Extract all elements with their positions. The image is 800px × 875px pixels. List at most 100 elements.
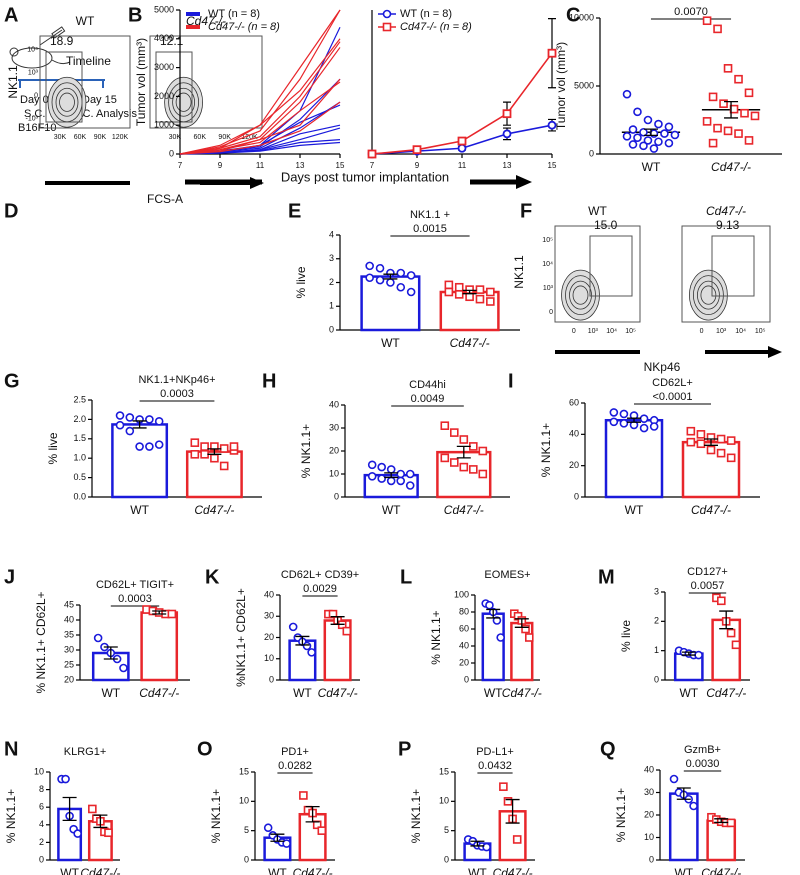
data-point — [377, 462, 386, 472]
data-point — [73, 829, 82, 838]
y-axis-label: NK1.1 — [512, 255, 526, 289]
chart-title: PD-L1+ — [476, 746, 514, 758]
data-point — [521, 624, 530, 634]
x-tick-label: 10⁴ — [735, 328, 746, 335]
error-bar — [132, 420, 147, 429]
data-point — [686, 426, 696, 436]
data-line — [179, 81, 341, 155]
x-tick-label: WT — [642, 160, 661, 174]
x-tick-label: 10³ — [716, 328, 727, 335]
data-point — [649, 144, 659, 153]
data-point — [449, 428, 459, 437]
error-bar — [103, 646, 118, 660]
y-tick-label: 10 — [264, 653, 274, 663]
y-axis-label: % NK1.1+ CD62L+ — [34, 591, 48, 693]
x-tick-label: WT — [60, 866, 79, 875]
gate — [45, 51, 83, 123]
data-point — [502, 109, 512, 119]
x-tick-label: 0 — [700, 328, 704, 335]
data-point — [449, 458, 459, 467]
chart-title: EOMES+ — [484, 569, 530, 581]
data-point — [367, 149, 377, 159]
y-tick-label: 0.5 — [73, 472, 86, 482]
x-tick-label: WT — [382, 503, 401, 517]
data-point — [706, 445, 716, 455]
chart-title: CD62L+ — [652, 377, 693, 389]
data-point — [619, 409, 629, 419]
data-point — [696, 430, 706, 439]
data-point — [263, 823, 273, 833]
data-point — [457, 136, 467, 146]
error-bar — [486, 608, 501, 619]
x-tick-label: 7 — [178, 161, 183, 170]
data-point — [396, 476, 406, 486]
data-point — [119, 663, 128, 673]
data-point — [190, 450, 200, 459]
y-tick-label: 2 — [654, 616, 659, 626]
contour — [55, 87, 79, 117]
data-point — [702, 117, 712, 126]
data-point — [492, 616, 502, 625]
data-point — [145, 442, 154, 451]
x-tick-label: 7 — [370, 161, 375, 170]
x-tick-label: Cd47-/- — [493, 866, 533, 875]
y-tick-label: 4 — [39, 819, 44, 829]
x-tick-label: Cd47-/- — [444, 503, 484, 517]
x-tick-label: WT — [381, 336, 400, 350]
y-tick-label: 10³ — [28, 70, 39, 77]
data-point — [524, 633, 534, 642]
data-point — [660, 129, 669, 138]
contour — [565, 275, 596, 316]
data-point — [547, 48, 557, 58]
y-axis-label: % NK1.1+ — [409, 789, 423, 843]
panel-letter: Q — [600, 738, 616, 760]
chart-title: NK1.1+NKp46+ — [138, 374, 215, 386]
y-axis-label: % NK1.1+ — [299, 424, 313, 478]
chart-title: NK1.1 + — [410, 209, 450, 221]
y-tick-label: 4 — [329, 229, 334, 239]
bar — [681, 440, 741, 499]
bar — [288, 639, 317, 682]
data-point — [503, 797, 513, 806]
data-point — [716, 448, 726, 458]
y-tick-label: 0 — [329, 324, 334, 334]
y-tick-label: 5 — [444, 825, 449, 835]
data-point — [386, 278, 395, 287]
y-tick-label: 0 — [269, 674, 274, 684]
data-point — [482, 842, 491, 852]
data-point — [440, 453, 450, 463]
data-point — [200, 450, 209, 459]
x-tick-label: Cd47-/- — [701, 866, 741, 875]
data-point — [654, 137, 663, 147]
x-tick-label: 60K — [194, 134, 207, 141]
data-point — [726, 436, 736, 445]
data-point — [723, 64, 733, 73]
x-tick-label: Cd47-/- — [318, 686, 358, 700]
y-tick-label: 0 — [589, 148, 594, 158]
x-tick-label: 30K — [54, 134, 67, 141]
error-bar — [383, 273, 398, 280]
data-point — [622, 132, 632, 141]
group-label: WT — [76, 14, 95, 28]
data-point — [412, 145, 422, 155]
x-tick-label: 10³ — [588, 328, 599, 335]
y-tick-label: 40 — [329, 399, 339, 409]
contour — [693, 275, 724, 316]
data-point — [726, 818, 736, 828]
error-bar — [62, 796, 77, 822]
data-point — [299, 791, 308, 800]
y-tick-label: 0 — [169, 148, 174, 158]
y-tick-label: 2 — [329, 277, 334, 287]
y-tick-label: 0 — [39, 854, 44, 864]
error-bar — [704, 438, 718, 446]
y-tick-label: 15 — [439, 766, 449, 776]
y-axis-label: %NK1.1+ CD62L+ — [234, 588, 248, 687]
p-value: 0.0015 — [413, 223, 447, 235]
data-point — [210, 453, 219, 463]
data-point — [731, 640, 741, 650]
data-line — [179, 41, 341, 155]
data-point — [669, 774, 679, 784]
contour — [164, 76, 204, 128]
y-tick-label: 40 — [64, 614, 74, 624]
